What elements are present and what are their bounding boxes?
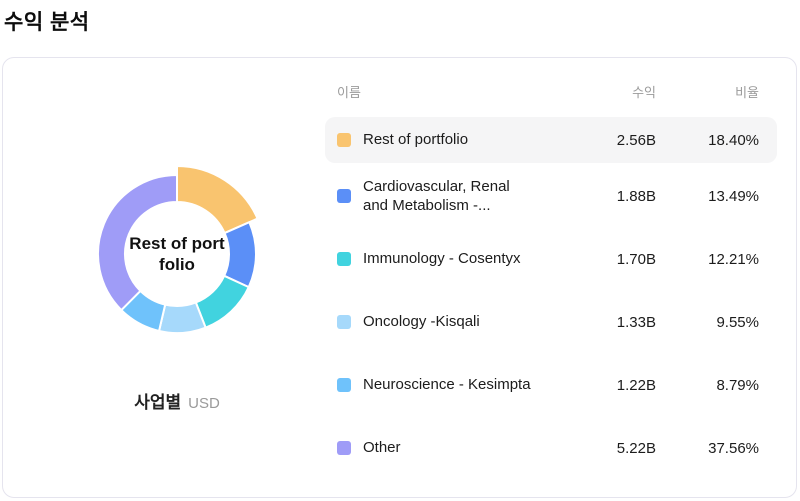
chart-caption: 사업별 USD (67, 388, 287, 413)
donut-slice[interactable] (176, 165, 259, 235)
donut-slice[interactable] (97, 174, 178, 312)
row-revenue: 1.22B (616, 376, 656, 394)
row-revenue: 1.33B (616, 313, 656, 331)
table-row[interactable]: Oncology -Kisqali 1.33B 9.55% (325, 292, 777, 352)
table-row[interactable]: Other 5.22B 37.56% (325, 418, 777, 478)
chart-caption-unit: USD (188, 395, 220, 412)
row-name: Immunology - Cosentyx (363, 250, 521, 268)
legend-swatch (337, 133, 351, 147)
legend-swatch (337, 378, 351, 392)
row-ratio: 37.56% (708, 439, 759, 457)
donut-slice[interactable] (194, 274, 250, 329)
row-revenue: 5.22B (616, 439, 656, 457)
header-ratio: 비율 (735, 84, 759, 100)
row-name: Rest of portfolio (363, 131, 469, 149)
row-name: Other (363, 439, 401, 457)
legend-swatch (337, 315, 351, 329)
row-revenue: 1.88B (616, 187, 656, 205)
table-row[interactable]: Rest of portfolio 2.56B 18.40% (325, 117, 777, 163)
donut-slice[interactable] (158, 301, 207, 334)
row-name: Oncology -Kisqali (363, 313, 480, 331)
table-row[interactable]: Immunology - Cosentyx 1.70B 12.21% (325, 229, 777, 289)
row-ratio: 9.55% (716, 313, 759, 331)
row-ratio: 12.21% (708, 250, 759, 268)
page-title: 수익 분석 (4, 11, 90, 34)
header-name: 이름 (337, 84, 361, 100)
revenue-chart-card: Rest of portfolio 사업별 USD 이름 수익 비율 Rest o… (2, 57, 797, 498)
legend-swatch (337, 189, 351, 203)
header-revenue: 수익 (632, 84, 656, 100)
table-row[interactable]: Neuroscience - Kesimpta 1.22B 8.79% (325, 355, 777, 415)
row-name: Neuroscience - Kesimpta (363, 376, 531, 394)
row-ratio: 13.49% (708, 187, 759, 205)
row-revenue: 2.56B (616, 131, 656, 149)
table-row[interactable]: Cardiovascular, Renal and Metabolism -..… (325, 166, 777, 226)
row-ratio: 8.79% (716, 376, 759, 394)
table-header-row: 이름 수익 비율 (325, 80, 777, 102)
row-ratio: 18.40% (708, 131, 759, 149)
legend-swatch (337, 441, 351, 455)
donut-chart: Rest of portfolio (67, 144, 287, 364)
donut-svg[interactable] (67, 144, 287, 364)
legend-swatch (337, 252, 351, 266)
row-name: Cardiovascular, Renal and Metabolism -..… (363, 177, 510, 215)
chart-caption-category: 사업별 (134, 393, 182, 412)
row-revenue: 1.70B (616, 250, 656, 268)
legend-table: 이름 수익 비율 Rest of portfolio 2.56B 18.40% … (325, 80, 777, 478)
